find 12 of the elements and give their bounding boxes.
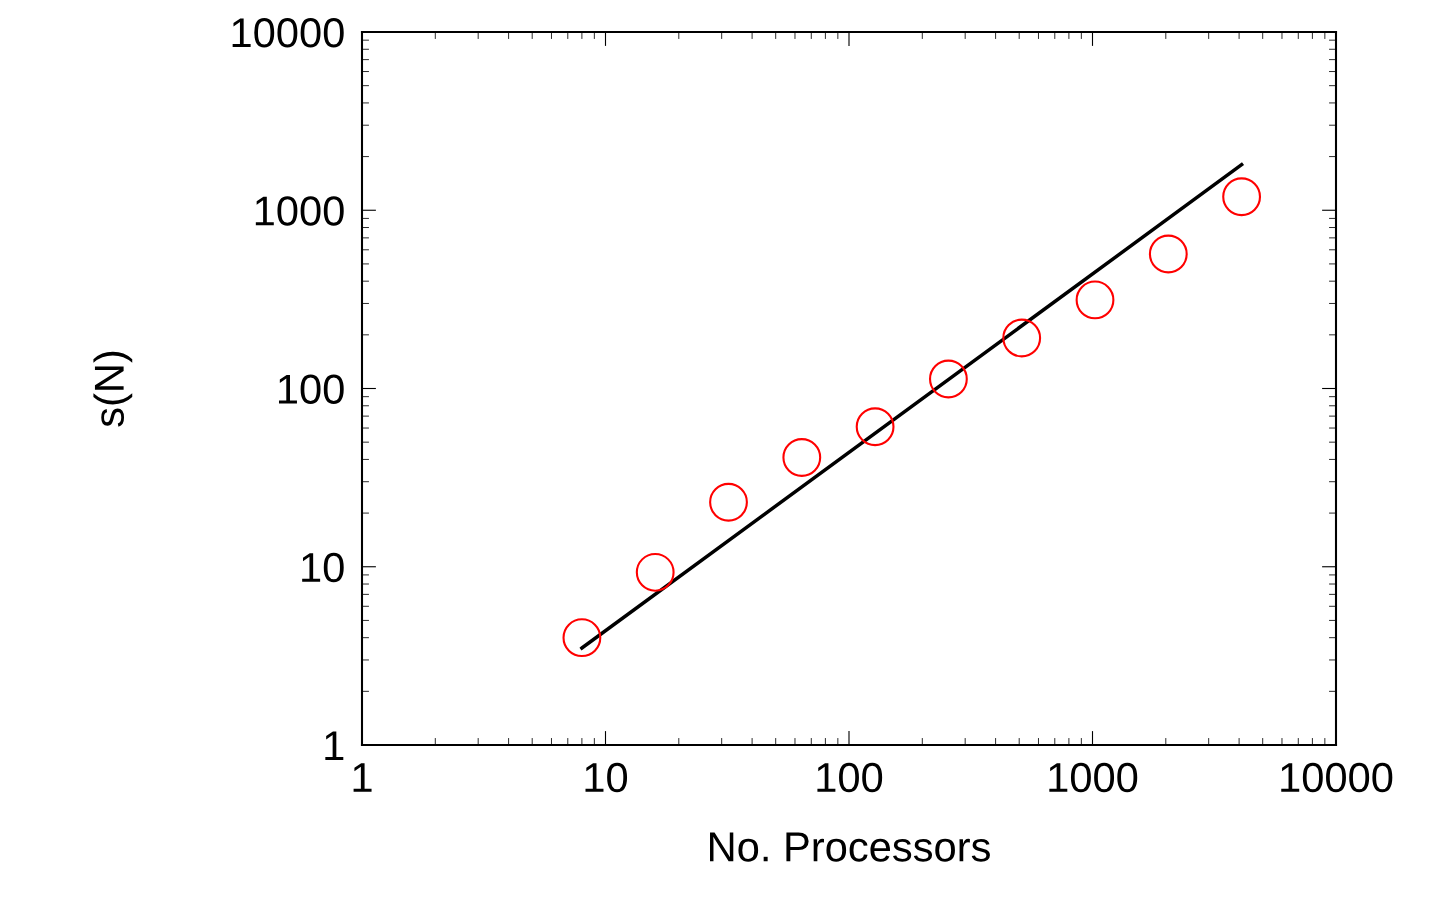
x-tick-label: 1 xyxy=(353,763,372,792)
x-tick-label: 10 xyxy=(585,762,628,793)
y-tick-label: 100 xyxy=(279,374,344,405)
y-tick-label: 10000 xyxy=(232,18,344,48)
x-tick-label: 10000 xyxy=(1281,762,1393,793)
y-tick-label: 1 xyxy=(325,731,344,761)
x-tick-label: 100 xyxy=(817,762,883,793)
y-axis-title: s(N) xyxy=(93,351,133,427)
y-tick-label: 10 xyxy=(302,552,344,583)
x-axis-title: No. Processors xyxy=(710,832,990,862)
x-tick-label: 1000 xyxy=(1049,762,1138,793)
y-tick-label: 1000 xyxy=(255,196,344,226)
